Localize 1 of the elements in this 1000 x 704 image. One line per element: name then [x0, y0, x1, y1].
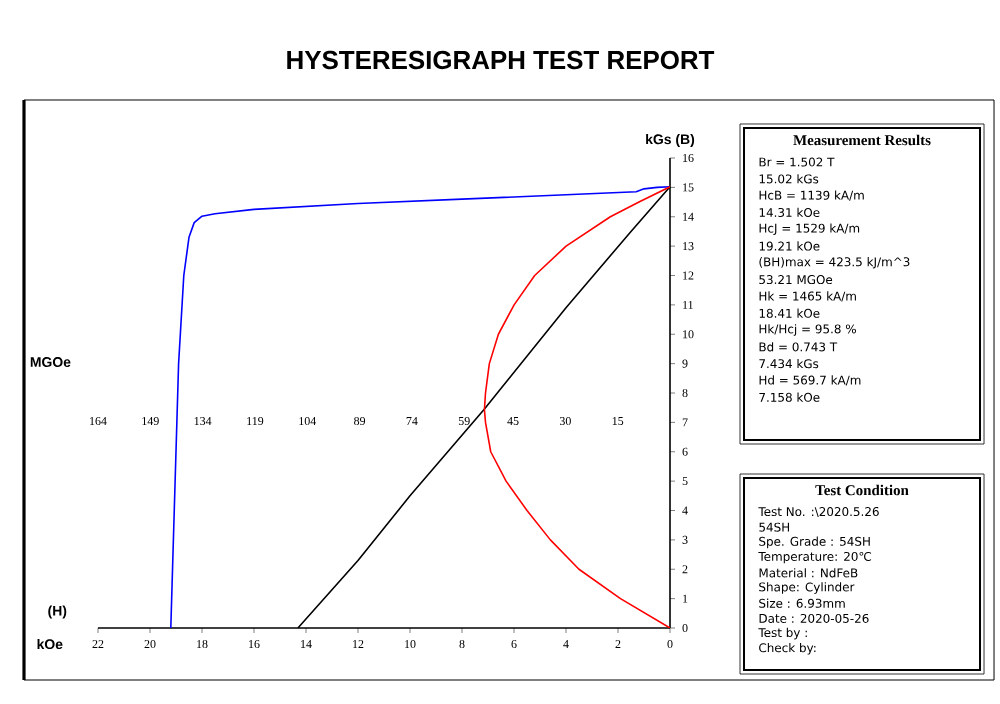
chart-title: HYSTERESIGRAPH TEST REPORT — [287, 50, 715, 70]
